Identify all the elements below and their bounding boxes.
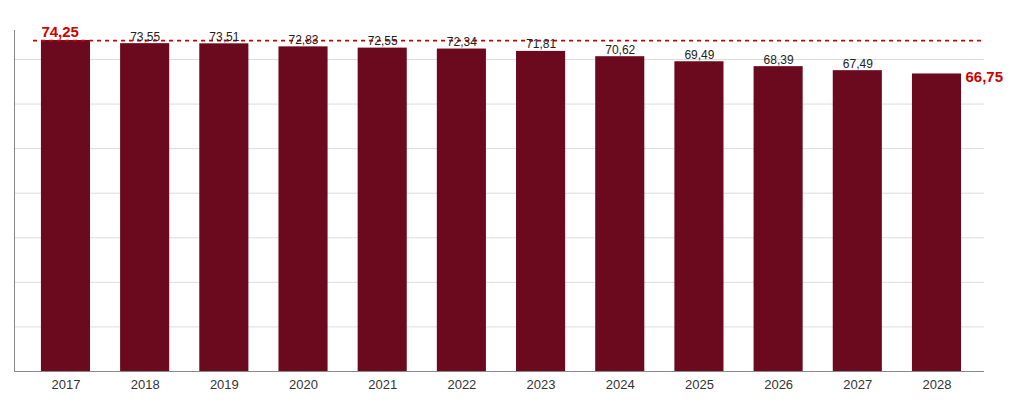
svg-text:68,39: 68,39 [764,53,794,67]
svg-text:2022: 2022 [447,377,476,392]
svg-text:66,75: 66,75 [965,68,1003,85]
svg-text:2024: 2024 [606,377,635,392]
svg-text:2025: 2025 [685,377,714,392]
svg-text:72,55: 72,55 [368,34,398,48]
svg-text:70,62: 70,62 [605,43,635,57]
svg-text:69,49: 69,49 [684,48,714,62]
svg-text:2017: 2017 [52,377,81,392]
svg-text:74,25: 74,25 [41,23,79,40]
svg-text:72,34: 72,34 [447,35,477,49]
svg-text:73,51: 73,51 [209,30,239,44]
svg-text:67,49: 67,49 [843,57,873,71]
svg-text:2027: 2027 [843,377,872,392]
svg-text:71,81: 71,81 [526,37,556,51]
svg-text:2018: 2018 [131,377,160,392]
svg-text:72,83: 72,83 [289,33,319,47]
svg-text:2019: 2019 [210,377,239,392]
svg-text:73,55: 73,55 [130,30,160,44]
svg-text:2028: 2028 [923,377,952,392]
svg-text:2021: 2021 [368,377,397,392]
svg-text:2020: 2020 [289,377,318,392]
svg-text:2023: 2023 [527,377,556,392]
svg-text:2026: 2026 [764,377,793,392]
